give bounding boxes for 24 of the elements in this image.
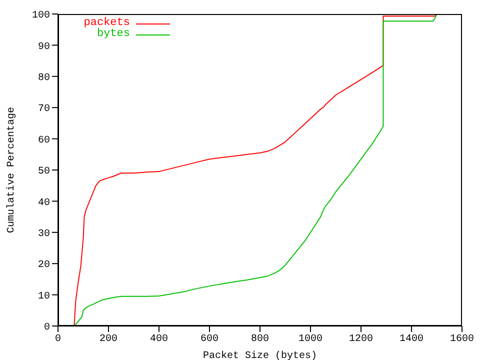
y-tick-label: 50 [38, 166, 50, 178]
x-tick-label: 400 [150, 334, 168, 346]
x-tick-label: 1400 [399, 334, 424, 346]
y-tick-label: 40 [38, 198, 50, 209]
y-axis-title: Cumulative Percentage [6, 106, 18, 234]
x-axis-title: Packet Size (bytes) [202, 350, 318, 360]
y-tick-label: 70 [38, 104, 50, 116]
y-tick-label: 30 [38, 228, 50, 240]
x-tick-label: 1000 [298, 334, 323, 346]
x-tick-label: 200 [99, 334, 118, 346]
x-tick-label: 1200 [348, 334, 374, 346]
x-tick-label: 1600 [450, 334, 474, 346]
y-tick-label: 20 [38, 260, 50, 272]
y-tick-label: 10 [38, 291, 50, 302]
y-tick-label: 100 [32, 10, 50, 22]
x-tick-label: 800 [250, 334, 270, 346]
legend-label: packets [84, 17, 130, 29]
y-tick-label: 80 [38, 72, 50, 84]
y-tick-label: 60 [38, 135, 50, 146]
y-tick-label: 0 [44, 322, 50, 334]
y-tick-label: 90 [38, 42, 50, 53]
x-tick-label: 0 [54, 334, 62, 346]
x-tick-label: 600 [200, 334, 219, 346]
legend-label: bytes [96, 28, 130, 40]
